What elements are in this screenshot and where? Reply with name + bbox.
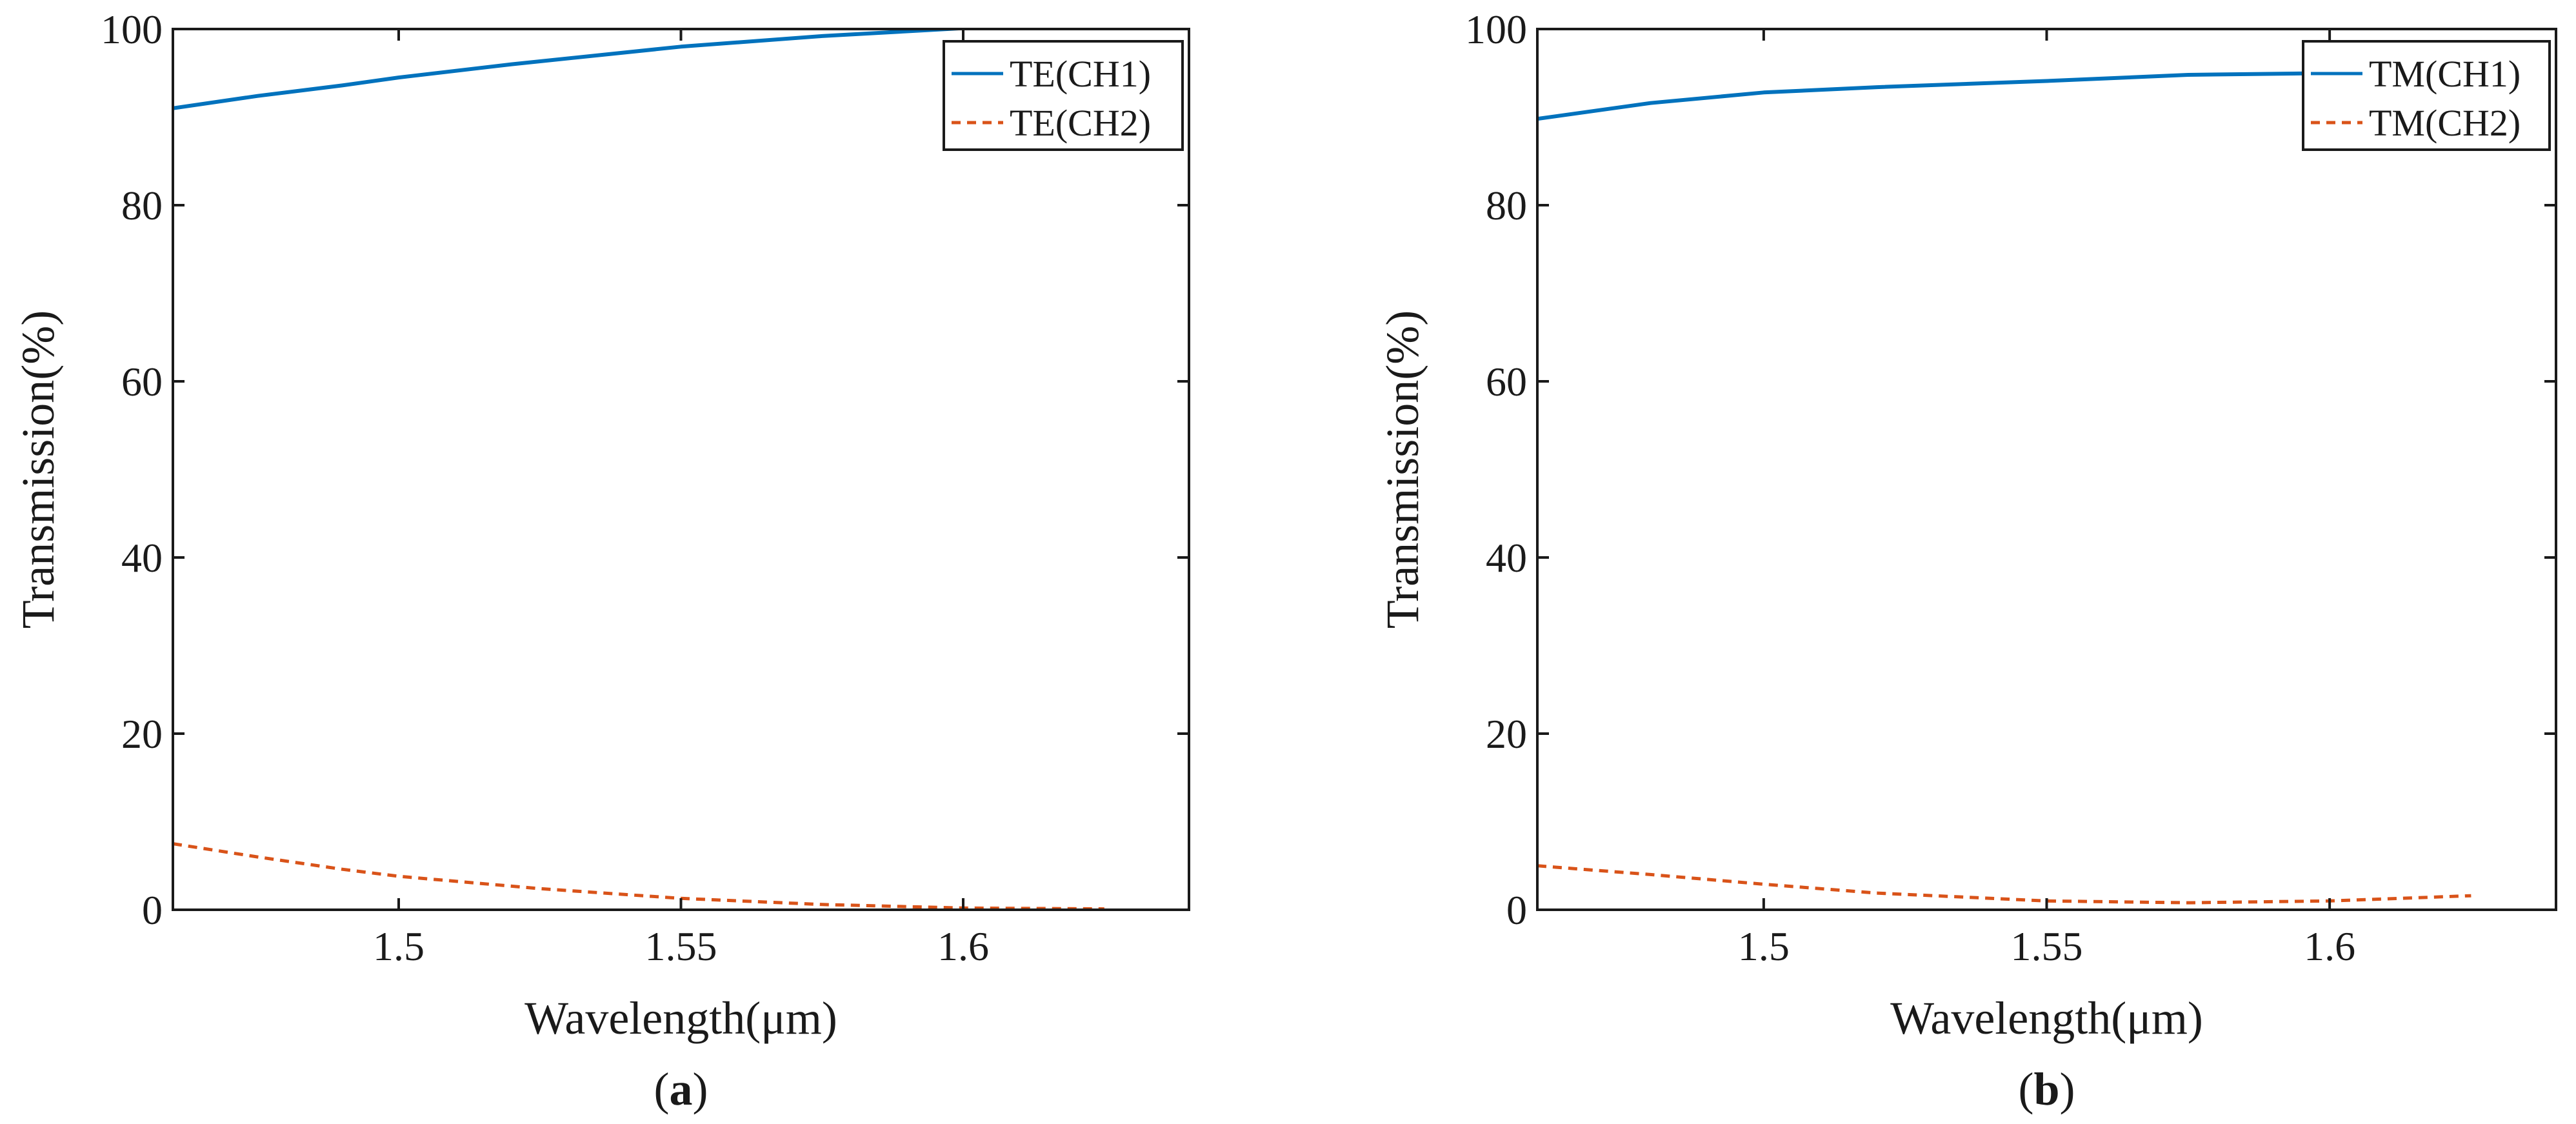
plot-area-b (1537, 71, 2471, 905)
y-tick-label-b: 100 (1465, 6, 1527, 52)
series-line-te-ch2 (173, 842, 1104, 910)
x-tick-label-a: 1.55 (645, 923, 717, 969)
legend-label-te-ch1: TE(CH1) (1010, 53, 1151, 95)
y-tick-label-b: 60 (1486, 359, 1527, 405)
x-tick-label-a: 1.6 (937, 923, 989, 969)
x-tick-label-b: 1.55 (2011, 923, 2083, 969)
legend-label-tm-ch2: TM(CH2) (2369, 102, 2521, 144)
panel-caption-b: (b) (2018, 1063, 2075, 1115)
panel-caption-a: (a) (654, 1063, 708, 1115)
y-axis-label-a: Transmission(%) (12, 310, 64, 628)
y-tick-label-b: 20 (1486, 711, 1527, 757)
y-axis-label-b: Transmission(%) (1377, 310, 1428, 628)
legend-label-tm-ch1: TM(CH1) (2369, 53, 2521, 95)
caption-close-a: ) (693, 1063, 708, 1115)
plot-frame-a (172, 28, 1190, 911)
y-tick-label-a: 20 (121, 711, 163, 757)
y-tick-label-b: 80 (1486, 183, 1527, 228)
legend-label-te-ch2: TE(CH2) (1010, 102, 1151, 144)
plot-frame-b (1536, 28, 2557, 911)
x-tick-label-a: 1.5 (373, 923, 424, 969)
x-tick-label-b: 1.6 (2304, 923, 2355, 969)
x-axis-label-a: Wavelength(μm) (524, 992, 837, 1044)
legend-box-a (943, 40, 1184, 151)
y-tick-label-b: 40 (1486, 535, 1527, 581)
legend-a: TE(CH1) TE(CH2) (943, 40, 1184, 151)
panel-a: 1.5 1.55 1.6 0 20 40 60 80 100 Wavelength(μm) Tr… (12, 6, 1190, 1115)
legend-box-b (2302, 40, 2551, 151)
caption-close-b: ) (2060, 1063, 2075, 1115)
panel-b: 1.5 1.55 1.6 0 20 40 60 80 100 Wavelength(μm) Tr… (1377, 6, 2557, 1115)
y-tick-label-a: 0 (142, 887, 163, 933)
plot-area-a (173, 29, 1104, 910)
legend-b: TM(CH1) TM(CH2) (2302, 40, 2551, 151)
x-tick-label-b: 1.5 (1738, 923, 1790, 969)
caption-open-b: ( (2018, 1063, 2033, 1115)
series-line-te-ch1 (173, 29, 997, 110)
caption-open-a: ( (654, 1063, 670, 1115)
series-line-tm-ch2 (1537, 864, 2471, 905)
caption-letter-a: a (670, 1063, 693, 1115)
y-tick-label-a: 60 (121, 359, 163, 405)
caption-letter-b: b (2033, 1063, 2059, 1115)
y-tick-label-b: 0 (1506, 887, 1527, 933)
ticks-b: 1.5 1.55 1.6 0 20 40 60 80 100 (1465, 6, 2556, 969)
x-axis-label-b: Wavelength(μm) (1890, 992, 2203, 1044)
y-tick-label-a: 100 (101, 6, 163, 52)
y-tick-label-a: 40 (121, 535, 163, 581)
ticks-a: 1.5 1.55 1.6 0 20 40 60 80 100 (101, 6, 1189, 969)
y-tick-label-a: 80 (121, 183, 163, 228)
